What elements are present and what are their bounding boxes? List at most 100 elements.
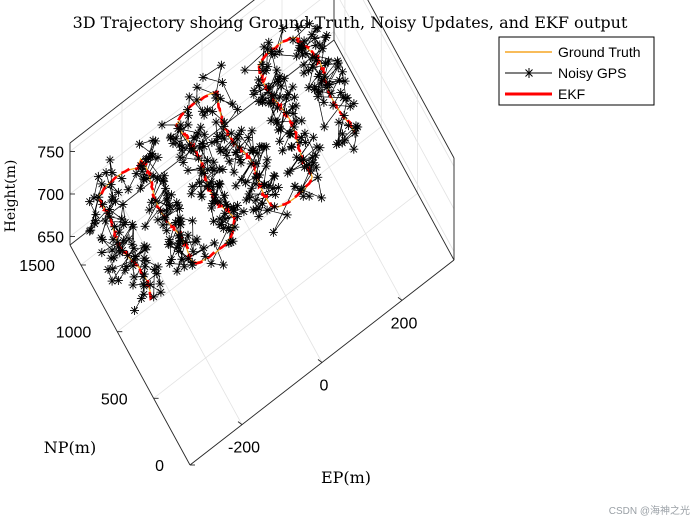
noisy-gps-point <box>181 237 191 247</box>
noisy-gps-point <box>240 65 250 75</box>
noisy-gps-point <box>342 93 352 103</box>
noisy-gps-point <box>199 243 209 253</box>
noisy-gps-point <box>300 162 309 172</box>
noisy-gps-point <box>311 162 321 172</box>
noisy-gps-point <box>221 199 231 209</box>
noisy-gps-point <box>179 262 189 272</box>
noisy-gps-point <box>118 200 128 209</box>
noisy-gps-point <box>289 122 299 132</box>
x-tick-label: 0 <box>320 378 329 395</box>
noisy-gps-point <box>174 246 184 256</box>
noisy-gps-point <box>229 205 238 215</box>
noisy-gps-point <box>139 253 149 263</box>
noisy-gps-point <box>319 97 329 107</box>
noisy-gps-point <box>258 97 267 107</box>
noisy-gps-point <box>304 159 314 169</box>
noisy-gps-point <box>288 35 298 45</box>
data-layer <box>85 19 363 315</box>
noisy-gps-point <box>174 140 184 150</box>
grid-line-wall-z <box>333 31 455 252</box>
noisy-gps-point <box>162 195 172 205</box>
noisy-gps-point <box>209 238 219 248</box>
noisy-gps-point <box>300 128 310 138</box>
noisy-gps-point <box>313 172 323 182</box>
noisy-gps-point <box>172 198 182 208</box>
noisy-gps-point <box>217 78 227 87</box>
noisy-gps-point <box>313 92 323 102</box>
noisy-gps-point <box>218 165 228 174</box>
noisy-gps-point <box>226 128 236 138</box>
noisy-gps-point <box>177 254 187 264</box>
noisy-gps-point <box>192 82 202 92</box>
grid-line-floor-y <box>153 192 418 399</box>
noisy-gps-point <box>151 136 161 146</box>
y-tick-label: 1500 <box>19 258 55 275</box>
noisy-gps-point <box>187 182 197 192</box>
x-tick-label: -200 <box>228 440 260 457</box>
noisy-gps-point <box>246 159 256 169</box>
noisy-gps-point <box>142 174 152 184</box>
series-ekf-line <box>97 36 356 301</box>
noisy-gps-point <box>128 222 138 232</box>
noisy-gps-point <box>233 200 242 210</box>
noisy-gps-point <box>241 178 251 188</box>
noisy-gps-point <box>255 170 264 180</box>
noisy-gps-point <box>207 203 216 213</box>
noisy-gps-point <box>261 161 271 171</box>
noisy-gps-point <box>188 146 198 156</box>
noisy-gps-point <box>123 185 133 195</box>
noisy-gps-point <box>306 166 316 176</box>
noisy-gps-point <box>176 120 186 130</box>
noisy-gps-point <box>98 199 108 209</box>
noisy-gps-point <box>113 237 123 247</box>
noisy-gps-point <box>353 122 363 132</box>
noisy-gps-point <box>264 181 274 191</box>
noisy-gps-point <box>93 172 103 182</box>
noisy-gps-point <box>157 120 167 130</box>
noisy-gps-point <box>192 234 202 244</box>
noisy-gps-point <box>108 264 118 274</box>
noisy-gps-point <box>234 130 244 140</box>
noisy-gps-point <box>311 40 321 50</box>
noisy-gps-point <box>103 265 113 274</box>
noisy-gps-point <box>247 126 257 136</box>
noisy-gps-point <box>139 279 149 289</box>
y-tick-label: 500 <box>101 391 128 408</box>
noisy-gps-point <box>273 183 283 192</box>
noisy-gps-point <box>213 180 223 190</box>
noisy-gps-point <box>107 245 117 255</box>
noisy-gps-point <box>145 280 155 290</box>
noisy-gps-point <box>277 146 287 156</box>
noisy-gps-point <box>310 34 320 43</box>
noisy-gps-point <box>202 105 212 115</box>
noisy-gps-point <box>211 117 221 127</box>
grid-line-wall-z <box>362 0 455 167</box>
noisy-gps-point <box>282 93 291 103</box>
noisy-gps-point <box>183 105 192 115</box>
noisy-gps-point <box>237 175 247 185</box>
noisy-gps-point <box>328 100 338 110</box>
noisy-gps-point <box>166 255 176 264</box>
grid-line-floor-y <box>117 126 382 333</box>
noisy-gps-point <box>308 132 318 142</box>
noisy-gps-point <box>188 247 198 257</box>
noisy-gps-point <box>152 269 162 279</box>
noisy-gps-point <box>317 75 327 85</box>
noisy-gps-point <box>183 230 193 240</box>
noisy-gps-point <box>91 210 101 220</box>
noisy-gps-point <box>349 144 359 154</box>
noisy-gps-point <box>224 238 234 248</box>
noisy-gps-point <box>89 193 99 203</box>
noisy-gps-point <box>311 24 321 34</box>
noisy-gps-point <box>270 50 280 59</box>
noisy-gps-point <box>210 196 220 206</box>
noisy-gps-point <box>273 75 283 85</box>
noisy-gps-point <box>209 165 219 175</box>
noisy-gps-point <box>324 56 334 66</box>
grid-line-floor-x <box>201 142 323 363</box>
noisy-gps-point <box>103 208 113 218</box>
noisy-gps-point <box>198 72 208 82</box>
noisy-gps-point <box>321 33 331 43</box>
noisy-gps-point <box>282 210 292 220</box>
